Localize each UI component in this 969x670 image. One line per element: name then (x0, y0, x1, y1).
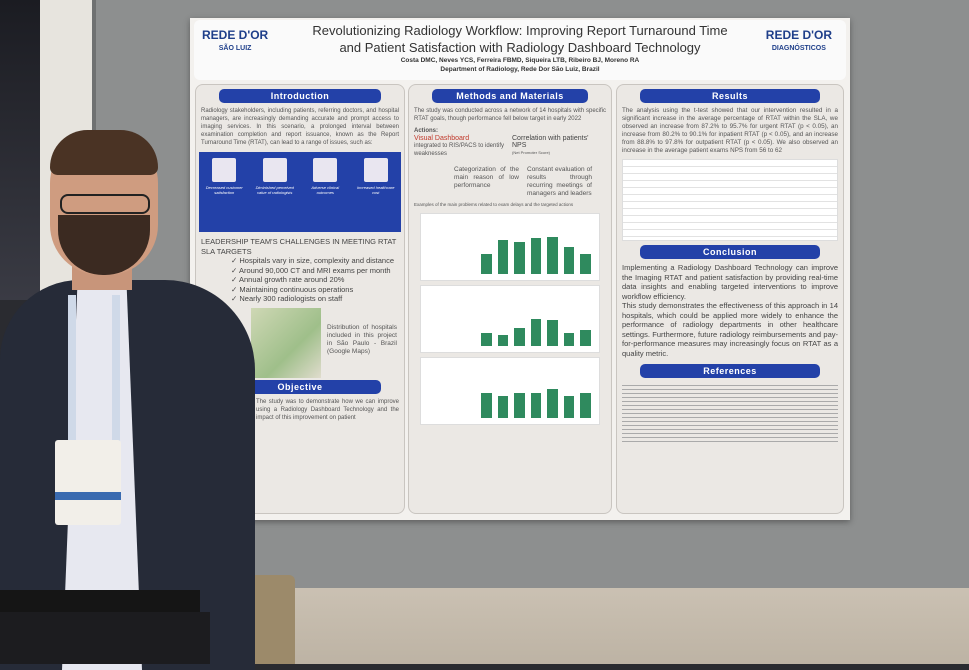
action-title: Visual Dashboard (414, 135, 470, 142)
example-chart-2 (420, 285, 600, 353)
challenge-text: Annual growth rate around 20% (238, 275, 345, 284)
challenges-heading: Leadership team's challenges in meeting … (201, 237, 397, 256)
authors: Costa DMC, Neves YCS, Ferreira FBMD, Siq… (400, 57, 640, 64)
methods-heading: Methods and Materials (432, 89, 588, 103)
logo-text: REDE D'OR (765, 28, 832, 42)
issue-label: Decreased customer satisfaction (205, 185, 243, 195)
action-title: Correlation with patients' NPS (512, 135, 589, 149)
results-heading: Results (640, 89, 820, 103)
map-image (251, 307, 321, 378)
issue-item: Diminished perceived value of radiologis… (254, 158, 296, 195)
action-evaluation: Constant evaluation of results through r… (527, 166, 592, 197)
challenge-item: ✓ Maintaining continuous operations (231, 284, 354, 294)
poster-header: REDE D'OR SÃO LUIZ Revolutionizing Radiol… (194, 20, 846, 80)
logo-subtext: DIAGNÓSTICOS (771, 45, 826, 52)
introduction-heading: Introduction (219, 89, 381, 103)
conclusion-text: Implementing a Radiology Dashboard Techn… (622, 263, 838, 301)
results-text: The analysis using the t-test showed tha… (622, 107, 838, 154)
name-badge (55, 440, 121, 525)
challenge-item: ✓ Annual growth rate around 20% (231, 275, 345, 284)
challenge-item: ✓ Around 90,000 CT and MRI exams per mon… (231, 265, 391, 275)
lanyard (68, 295, 76, 445)
lanyard (112, 295, 120, 445)
issues-band: Decreased customer satisfaction Diminish… (199, 152, 401, 232)
results-column: Results The analysis using the t-test sh… (616, 84, 844, 514)
actions-row: Visual Dashboard integrated to RIS/PACS t… (414, 135, 606, 158)
challenges-list: ✓ Hospitals vary in size, complexity and… (201, 256, 399, 304)
objective-heading: Objective (219, 379, 381, 394)
poster: REDE D'OR SÃO LUIZ Revolutionizing Radiol… (190, 18, 850, 520)
issue-item: Decreased customer satisfaction (203, 158, 245, 195)
issue-label: Adverse clinical outcomes (311, 185, 340, 195)
map-caption: Distribution of hospitals included in th… (327, 323, 397, 355)
references-list (622, 382, 838, 442)
actions-row: Categorization of the main reason of low… (414, 166, 606, 198)
challenge-item: ✓ Nearly 300 radiologists on staff (231, 294, 343, 303)
challenge-item: ✓ Hospitals vary in size, complexity and… (231, 256, 395, 265)
examples-caption: Examples of the main problems related to… (414, 202, 574, 207)
issue-item: Increased healthcare cost (355, 158, 397, 195)
example-chart-3 (420, 357, 600, 425)
challenge-text: Around 90,000 CT and MRI exams per month (238, 265, 391, 275)
belt (0, 590, 200, 612)
issue-label: Diminished perceived value of radiologis… (255, 185, 294, 195)
logo-rede-dor-diagnosticos: REDE D'OR DIAGNÓSTICOS (766, 28, 832, 56)
hair (50, 130, 158, 175)
title-line: and Patient Satisfaction with Radiology … (339, 40, 701, 55)
conclusion-text: This study demonstrates the effectivenes… (622, 301, 838, 358)
results-table (622, 159, 838, 241)
issue-label: Increased healthcare cost (357, 185, 395, 195)
issue-item: Adverse clinical outcomes (304, 158, 346, 195)
conclusion-heading: Conclusion (640, 245, 820, 259)
poster-title: Revolutionizing Radiology Workflow: Impr… (194, 22, 846, 56)
challenge-text: Maintaining continuous operations (239, 284, 354, 294)
action-categorization: Categorization of the main reason of low… (454, 166, 519, 189)
logo-subtext: SÃO LUIZ (218, 45, 252, 52)
methods-text: The study was conducted across a network… (414, 108, 606, 122)
logo-text: REDE D'OR (202, 28, 269, 42)
action-nps: Correlation with patients' NPS (Net Promo… (512, 135, 602, 158)
money-bag-icon (363, 158, 388, 182)
map-block: Distribution of hospitals included in th… (201, 304, 399, 378)
bed-icon (313, 158, 338, 182)
title-line: Revolutionizing Radiology Workflow: Impr… (312, 23, 728, 38)
action-dashboard: Visual Dashboard integrated to RIS/PACS t… (414, 135, 504, 158)
face-icon (212, 158, 237, 182)
logo-rede-dor-sao-luiz: REDE D'OR SÃO LUIZ (202, 28, 268, 56)
department: Department of Radiology, Rede Dor São Lu… (440, 66, 600, 73)
objective-text: The study was to demonstrate how we can … (256, 398, 399, 421)
challenge-text: Nearly 300 radiologists on staff (239, 294, 343, 303)
references-heading: References (640, 364, 820, 378)
presenter (0, 130, 260, 670)
challenge-text: Hospitals vary in size, complexity and d… (239, 256, 395, 265)
pants (0, 612, 210, 664)
badge-stripe (55, 492, 121, 500)
action-text: integrated to RIS/PACS to identify weakn… (414, 143, 504, 157)
introduction-text: Radiology stakeholders, including patien… (201, 108, 399, 146)
glasses (60, 194, 150, 214)
action-text: (Net Promoter Score) (512, 150, 551, 155)
methods-column: Methods and Materials The study was cond… (408, 84, 612, 514)
actions-label: Actions: (414, 128, 438, 134)
doctor-icon (262, 158, 287, 182)
example-chart-1 (420, 213, 600, 281)
